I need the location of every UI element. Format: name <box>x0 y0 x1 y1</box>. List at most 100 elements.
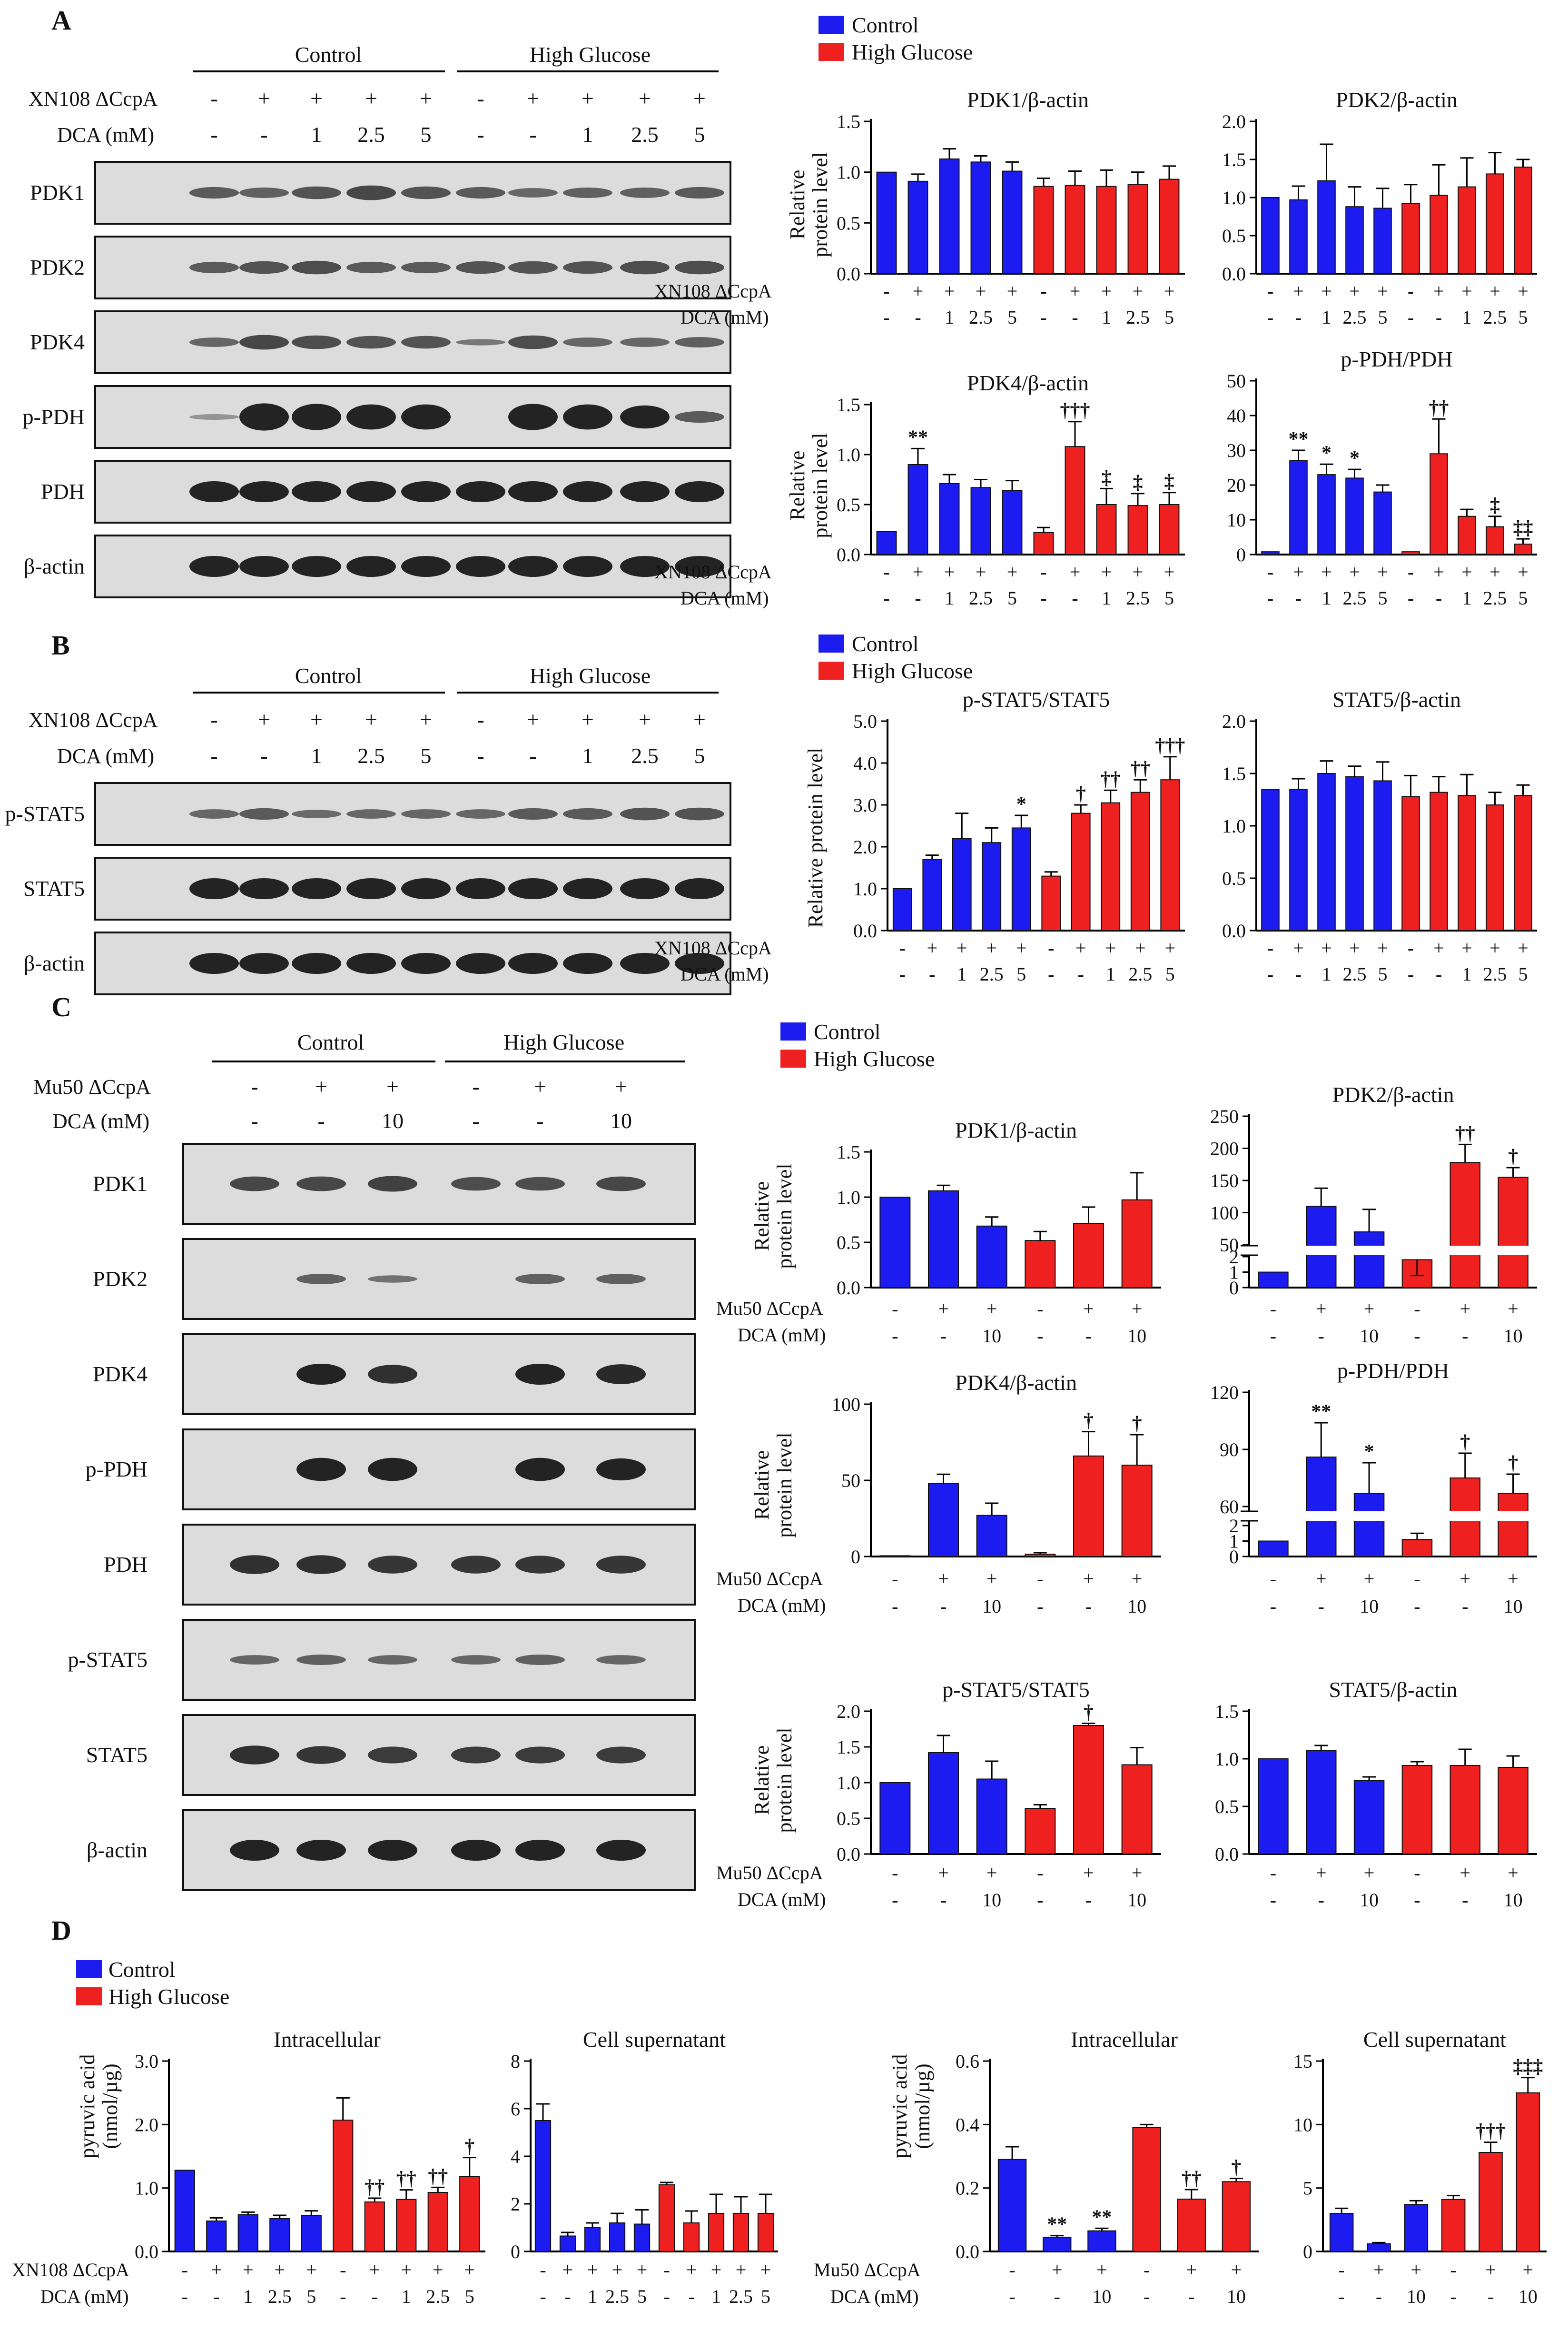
treatment-value: - <box>260 122 267 147</box>
chart-c1: PDK1/β-actin 0.0 0.5 1.0 1.5 - - + - +10 - - + - +10 <box>837 1118 1161 1347</box>
x-treatment-sign: + <box>1007 280 1018 302</box>
significance-label: †† <box>1101 768 1121 790</box>
x-treatment-sign: + <box>1518 280 1529 302</box>
chart-d4: Cell supernatant 0 5 10 15 - - + - +10 - - ††† + - ‡‡‡ +… <box>1293 2027 1547 2307</box>
x-treatment-sign: - <box>1408 937 1414 959</box>
x-treatment-value: 5 <box>1164 587 1174 609</box>
treatment-sign: + <box>639 707 651 732</box>
x-treatment-value: - <box>940 1596 947 1617</box>
x-treatment-sign: - <box>1450 2259 1457 2280</box>
bar <box>427 2192 448 2252</box>
x-treatment-value: - <box>1408 587 1414 609</box>
blot-band <box>239 261 289 274</box>
bar <box>1177 2199 1206 2252</box>
blot-band <box>675 953 724 974</box>
treatment-value: 1 <box>311 122 322 147</box>
blot-band <box>296 1746 346 1764</box>
blot-band <box>596 1746 646 1764</box>
y-tick-label: 0.5 <box>837 1808 860 1829</box>
x-treatment-sign: + <box>1508 1862 1519 1884</box>
axis-break <box>1240 1511 1537 1521</box>
bar <box>1498 1493 1529 1557</box>
panel-b-blot: Control High Glucose XN108 ΔCcpA DCA (mM… <box>5 664 731 995</box>
x-treatment-sign: + <box>1461 937 1472 959</box>
treatment-rows: - - + - +10 - - + - +10 <box>251 1074 632 1133</box>
bar <box>1441 2199 1466 2252</box>
x-treatment-value: 5 <box>1519 307 1528 328</box>
chart-title: Cell supernatant <box>583 2027 726 2052</box>
significance-label: † <box>464 2136 474 2158</box>
blot-band <box>296 1364 346 1385</box>
blot-band <box>451 1177 501 1191</box>
blot-band <box>515 1274 565 1284</box>
x-treatment-sign: + <box>1321 280 1332 302</box>
y-axis-title: Relative protein level <box>804 748 827 928</box>
x-treatment-value: 10 <box>982 1889 1001 1911</box>
x-treatment-sign: + <box>1293 280 1304 302</box>
blot-band <box>189 809 239 819</box>
bar <box>922 859 942 932</box>
legend-label-control: Control <box>108 1957 176 1982</box>
blot-band <box>563 481 612 502</box>
significance-label: † <box>1084 1410 1094 1432</box>
x-treatment-value: - <box>915 587 921 609</box>
bar <box>658 2184 675 2252</box>
x-treatment-value: 10 <box>1092 2286 1111 2307</box>
chart-d3: Intracellular0.00.20.40.6--**+-**+10--††… <box>956 2027 1259 2307</box>
y-tick-label: 1.5 <box>837 111 860 132</box>
blot-band <box>515 1746 565 1764</box>
significance-label: ‡ <box>1490 495 1500 516</box>
y-tick-label: 5.0 <box>853 711 877 732</box>
blot-band <box>508 878 558 899</box>
row-label-dca: DCA (mM) <box>57 744 154 768</box>
legend-b: Control High Glucose <box>819 632 973 683</box>
treatment-sign: + <box>315 1074 327 1099</box>
blot-band <box>515 1457 565 1481</box>
y-tick-label: 1.5 <box>837 1141 860 1163</box>
significance-label: † <box>1460 1431 1470 1453</box>
bar <box>1305 1750 1337 1854</box>
treatment-sign: + <box>582 707 594 732</box>
y-tick-label: 50 <box>1227 370 1246 392</box>
x-treatment-sign: - <box>1040 280 1046 302</box>
x-treatment-sign: + <box>1433 280 1444 302</box>
treatment-sign: + <box>582 86 594 110</box>
x-treatment-sign: - <box>1144 2259 1150 2280</box>
x-treatment-value: 2.5 <box>1483 587 1507 609</box>
x-treatment-sign: - <box>1414 1568 1420 1589</box>
x-treatment-value: 2.5 <box>969 307 993 328</box>
bar <box>1345 206 1364 275</box>
x-treatment-value: - <box>1072 587 1078 609</box>
blot-band <box>368 1275 417 1283</box>
x-treatment-sign: - <box>1414 1298 1420 1319</box>
x-treatment-value: 5 <box>1165 963 1175 985</box>
x-treatment-value: - <box>915 307 921 328</box>
treatment-value: 5 <box>694 122 705 147</box>
x-treatment-value: - <box>1072 307 1078 328</box>
blot-band <box>296 1655 346 1665</box>
y-tick-label: 60 <box>1220 1496 1239 1517</box>
treatment-sign: + <box>310 86 323 110</box>
x-treatment-value: 10 <box>1504 1889 1523 1911</box>
bar <box>584 2227 601 2252</box>
blot-band <box>296 1555 346 1574</box>
x-treatment-sign: + <box>1075 937 1086 959</box>
x-treatment-sign: + <box>1377 937 1388 959</box>
x-treatment-value: 2.5 <box>980 963 1004 985</box>
x-treatment-sign: + <box>760 2259 771 2280</box>
blot-band <box>620 405 670 429</box>
x-treatment-sign: + <box>1164 280 1175 302</box>
x-treatment-value: - <box>1054 2286 1060 2307</box>
y-tick-label: 90 <box>1220 1439 1239 1460</box>
y-tick-label: 50 <box>1220 1234 1239 1256</box>
y-axis-title: Relative <box>750 1450 773 1520</box>
blot-band <box>189 337 239 347</box>
significance-label: * <box>1350 447 1360 469</box>
bar <box>1458 516 1476 555</box>
treatment-sign: + <box>310 707 323 732</box>
blot-band <box>296 1840 346 1861</box>
y-tick-label: 120 <box>1210 1382 1239 1403</box>
x-treatment-sign: + <box>1083 1298 1094 1319</box>
blot-band <box>451 1746 501 1764</box>
bar <box>1345 776 1364 931</box>
